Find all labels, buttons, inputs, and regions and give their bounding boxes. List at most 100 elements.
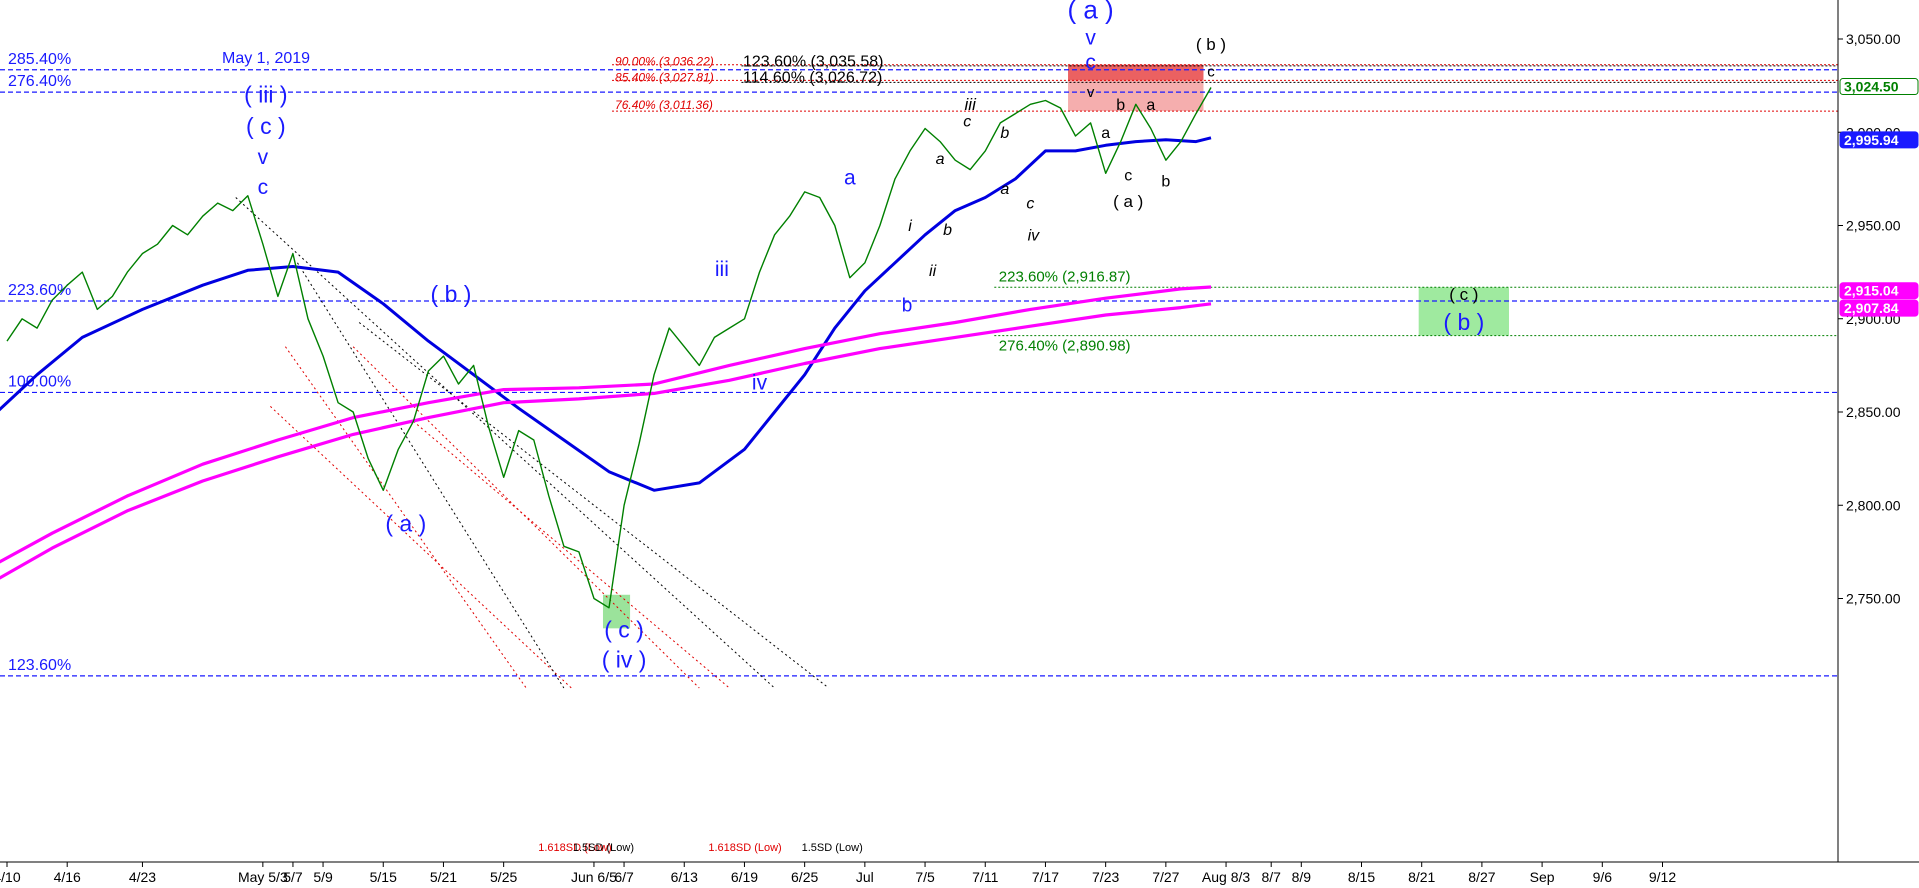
wave-label: ( a ) [1067, 0, 1113, 24]
date-note: May 1, 2019 [222, 50, 310, 67]
channel-label: 1.618SD (Low) [538, 842, 611, 854]
moving-average-line [0, 136, 1212, 492]
wave-label: b [1000, 125, 1009, 142]
fib-level-label: 276.40% [8, 73, 71, 90]
x-tick-label: Aug 8/3 [1202, 869, 1250, 885]
low-marker-box [602, 594, 631, 629]
y-tick-label: 2,850.00 [1846, 404, 1901, 420]
x-tick-label: 7/11 [972, 869, 998, 885]
moving-average-layer [0, 136, 1212, 580]
x-tick-label: 5/7 [283, 869, 303, 885]
wave-label: ( c ) [246, 113, 286, 139]
x-tick-label: 4/23 [129, 869, 156, 885]
channel-line [352, 346, 700, 689]
price-layer [6, 87, 1212, 609]
wave-label: v [258, 146, 269, 169]
wave-label: c [258, 176, 269, 199]
wave-label: c [963, 114, 971, 131]
wave-label: b [943, 222, 952, 239]
x-tick-label: 4/10 [0, 869, 21, 885]
x-tick-label: 7/5 [915, 869, 935, 885]
price-tag [1839, 78, 1919, 96]
y-tick-label: 2,950.00 [1846, 218, 1901, 234]
wave-label: iv [1028, 227, 1041, 244]
x-tick-label: Sep [1530, 869, 1555, 885]
support-level-label: 223.60% (2,916.87) [999, 268, 1131, 285]
target-level-label: 123.60% (3,035.58) [743, 54, 884, 71]
x-tick-label: Jul [856, 869, 874, 885]
channel-line [413, 420, 730, 689]
moving-average-line [0, 302, 1212, 580]
level-lines-layer: 285.40% 276.40% 223.60% 100.00% 123.60% 90.00… [0, 50, 1838, 677]
y-tick-label: 2,800.00 [1846, 497, 1901, 513]
target-level-label: 76.40% (3,011.36) [615, 98, 713, 112]
wave-label: iii [715, 258, 729, 281]
wave-label: ( b ) [1196, 35, 1226, 54]
wave-label: a [936, 151, 945, 168]
x-tick-label: 6/25 [791, 869, 818, 885]
channel-line [270, 406, 572, 689]
x-tick-label: 5/9 [313, 869, 333, 885]
fib-level-label: 223.60% [8, 282, 71, 299]
wave-label: b [902, 295, 913, 316]
wave-label: ( a ) [1113, 192, 1143, 211]
fib-level-label: 285.40% [8, 51, 71, 68]
wave-label: b [1116, 97, 1125, 114]
channel-lines-layer: 1.618SD (Low)1.5SD (Low) 1.618SD (Low) 1.5… [235, 197, 863, 854]
x-tick-label: 8/7 [1261, 869, 1281, 885]
zone-layer [602, 64, 1509, 629]
price-tag-label: 2,907.84 [1844, 300, 1899, 316]
wave-label: ( b ) [1443, 309, 1484, 335]
wave-label: a [1101, 125, 1110, 142]
wave-label: ( c ) [604, 617, 644, 643]
price-tag-label: 2,995.94 [1844, 132, 1899, 148]
fib-level-label: 123.60% [8, 657, 71, 674]
wave-labels-layer: ( a )vc( b )cvb aac( a )biiicbabiiiacivai… [244, 0, 1484, 673]
price-tag-label: 2,915.04 [1844, 283, 1899, 299]
x-tick-label: 8/21 [1408, 869, 1435, 885]
target-level-label: 114.60% (3,026.72) [743, 69, 882, 86]
wave-label: b [1161, 173, 1170, 190]
x-tick-label: Jun 6/5 [571, 869, 617, 885]
wave-label: v [1085, 27, 1096, 50]
wave-label: v [1087, 84, 1095, 101]
wave-label: c [1207, 63, 1215, 80]
x-tick-label: 7/27 [1152, 869, 1179, 885]
channel-label: 1.618SD (Low) [708, 842, 781, 854]
fib-level-label: 100.00% [8, 373, 71, 390]
wave-label: c [1124, 168, 1132, 185]
wave-label: i [908, 218, 912, 235]
x-tick-label: 4/16 [54, 869, 81, 885]
channel-line [358, 322, 830, 689]
price-tag [1839, 299, 1919, 317]
support-zone [1418, 287, 1509, 336]
wave-label: a [1146, 97, 1155, 114]
channel-line [297, 262, 565, 689]
x-tick-label: 6/7 [614, 869, 634, 885]
channel-label: 1.5SD (Low) [573, 842, 634, 854]
wave-label: ( c ) [1449, 285, 1478, 304]
support-level-label: 276.40% (2,890.98) [999, 338, 1131, 355]
x-tick-label: 6/19 [731, 869, 758, 885]
x-tick-label: 5/15 [370, 869, 397, 885]
price-tag [1839, 131, 1919, 149]
y-tick-label: 3,050.00 [1846, 31, 1901, 47]
wave-label: iv [752, 372, 768, 395]
wave-label: ( b ) [431, 281, 472, 307]
wave-label: a [844, 166, 856, 189]
price-line [6, 87, 1212, 609]
target-zone-upper [1068, 64, 1204, 81]
wave-label: ( a ) [385, 510, 426, 536]
channel-line [235, 197, 775, 689]
x-tick-label: 7/17 [1032, 869, 1059, 885]
wave-label: c [1026, 196, 1034, 213]
target-level-label: 90.00% (3,036.22) [615, 55, 714, 69]
x-tick-label: 8/9 [1292, 869, 1312, 885]
wave-label: iii [965, 95, 978, 114]
price-tag [1839, 282, 1919, 300]
x-tick-label: 5/25 [490, 869, 517, 885]
wave-label: ( iv ) [602, 647, 647, 673]
price-tag-label: 3,024.50 [1844, 79, 1899, 95]
